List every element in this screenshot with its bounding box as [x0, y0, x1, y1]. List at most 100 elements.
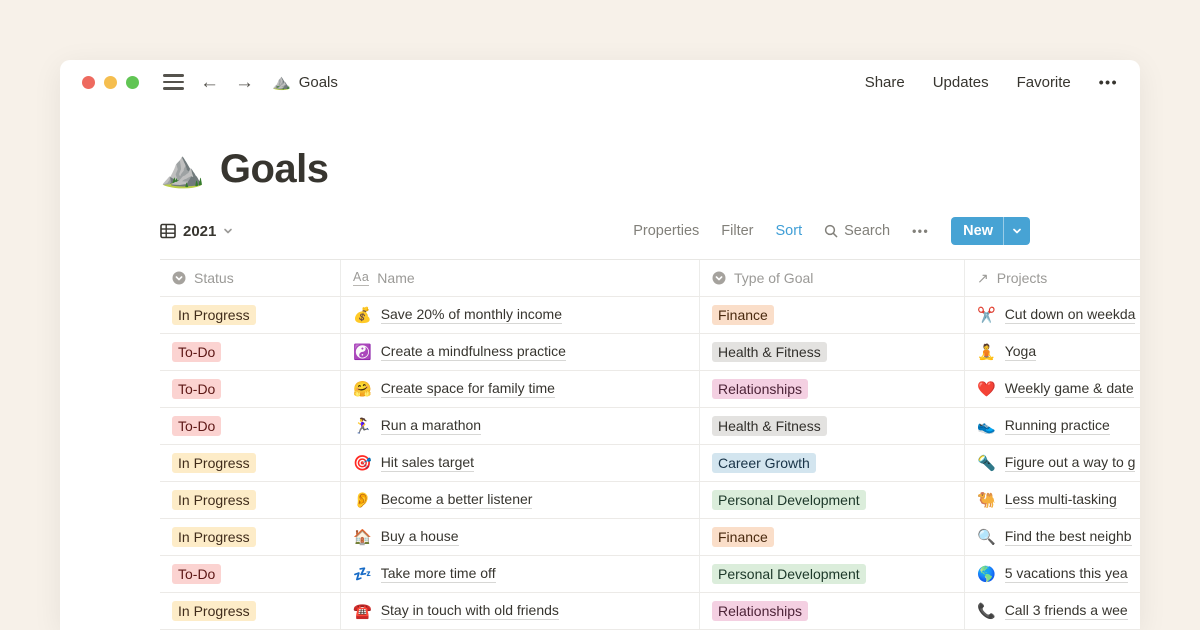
project-title[interactable]: Figure out a way to g: [1004, 454, 1136, 472]
breadcrumb-doc-icon: ⛰️: [272, 74, 291, 91]
status-cell[interactable]: To-Do: [160, 334, 341, 370]
status-cell[interactable]: In Progress: [160, 593, 341, 629]
goal-title[interactable]: Take more time off: [380, 565, 496, 583]
projects-cell[interactable]: 🔍 Find the best neighb: [965, 519, 1140, 555]
page-icon[interactable]: ⛰️: [160, 148, 205, 189]
projects-cell[interactable]: 🌎 5 vacations this yea: [965, 556, 1140, 592]
view-selector[interactable]: 2021: [160, 223, 233, 240]
name-cell[interactable]: 👂 Become a better listener: [341, 482, 700, 518]
breadcrumb[interactable]: Goals: [298, 73, 338, 91]
column-header-name[interactable]: Aa Name: [341, 260, 700, 296]
view-more-options-icon[interactable]: •••: [912, 224, 930, 238]
projects-cell[interactable]: 📞 Call 3 friends a wee: [965, 593, 1140, 629]
page-title: ⛰️ Goals: [160, 144, 1040, 194]
new-button[interactable]: New: [951, 217, 1030, 245]
project-emoji-icon: ✂️: [977, 306, 996, 324]
table-row: In Progress 👂 Become a better listener P…: [160, 482, 1140, 519]
status-cell[interactable]: In Progress: [160, 297, 341, 333]
project-title[interactable]: Weekly game & date: [1004, 380, 1134, 398]
project-title[interactable]: 5 vacations this yea: [1004, 565, 1128, 583]
type-of-goal-cell[interactable]: Career Growth: [700, 445, 965, 481]
project-title[interactable]: Yoga: [1004, 343, 1037, 361]
column-header-status[interactable]: Status: [160, 260, 341, 296]
project-title[interactable]: Running practice: [1004, 417, 1110, 435]
window-actions: Share Updates Favorite •••: [865, 74, 1118, 91]
type-of-goal-cell[interactable]: Relationships: [700, 593, 965, 629]
project-title[interactable]: Call 3 friends a wee: [1004, 602, 1128, 620]
name-cell[interactable]: ☎️ Stay in touch with old friends: [341, 593, 700, 629]
name-cell[interactable]: 🏃‍♀️ Run a marathon: [341, 408, 700, 444]
status-badge: In Progress: [172, 601, 256, 621]
type-of-goal-cell[interactable]: Health & Fitness: [700, 408, 965, 444]
goal-title[interactable]: Become a better listener: [380, 491, 533, 509]
table-row: To-Do 💤 Take more time off Personal Deve…: [160, 556, 1140, 593]
projects-cell[interactable]: 🔦 Figure out a way to g: [965, 445, 1140, 481]
goal-title[interactable]: Buy a house: [380, 528, 459, 546]
page-title-text[interactable]: Goals: [219, 146, 329, 191]
column-header-type-of-goal[interactable]: Type of Goal: [700, 260, 965, 296]
status-badge: To-Do: [172, 416, 222, 436]
minimize-window-button[interactable]: [104, 75, 117, 89]
share-button[interactable]: Share: [864, 73, 905, 91]
project-emoji-icon: 🔍: [977, 528, 996, 546]
goal-emoji-icon: ☯️: [353, 343, 372, 361]
goal-title[interactable]: Hit sales target: [380, 454, 475, 472]
status-cell[interactable]: In Progress: [160, 519, 341, 555]
table-row: In Progress 💰 Save 20% of monthly income…: [160, 297, 1140, 334]
select-property-icon: [712, 271, 726, 285]
updates-button[interactable]: Updates: [932, 73, 989, 91]
type-badge: Personal Development: [712, 564, 866, 584]
type-of-goal-cell[interactable]: Personal Development: [700, 482, 965, 518]
name-cell[interactable]: 💤 Take more time off: [341, 556, 700, 592]
type-of-goal-cell[interactable]: Personal Development: [700, 556, 965, 592]
window-header: ← → ⛰️ Goals Share Updates Favorite •••: [60, 60, 1140, 104]
name-cell[interactable]: 💰 Save 20% of monthly income: [341, 297, 700, 333]
column-label: Projects: [996, 270, 1048, 286]
status-cell[interactable]: To-Do: [160, 556, 341, 592]
filter-button[interactable]: Filter: [721, 223, 754, 239]
goal-title[interactable]: Save 20% of monthly income: [380, 306, 563, 324]
goal-emoji-icon: 💰: [353, 306, 372, 324]
sort-button[interactable]: Sort: [775, 223, 803, 239]
project-title[interactable]: Less multi-tasking: [1004, 491, 1117, 509]
type-of-goal-cell[interactable]: Finance: [700, 297, 965, 333]
search-button[interactable]: Search: [824, 223, 890, 239]
table-row: In Progress ☎️ Stay in touch with old fr…: [160, 593, 1140, 630]
type-of-goal-cell[interactable]: Finance: [700, 519, 965, 555]
projects-cell[interactable]: 🐫 Less multi-tasking: [965, 482, 1140, 518]
name-cell[interactable]: 🤗 Create space for family time: [341, 371, 700, 407]
status-cell[interactable]: To-Do: [160, 408, 341, 444]
more-options-icon[interactable]: •••: [1098, 74, 1118, 90]
goals-table: Status Aa Name Type of Goal ↗ Projects I…: [160, 259, 1140, 630]
sidebar-menu-icon[interactable]: [163, 74, 184, 90]
name-cell[interactable]: 🏠 Buy a house: [341, 519, 700, 555]
new-button-dropdown[interactable]: [1004, 217, 1030, 245]
zoom-window-button[interactable]: [126, 75, 139, 89]
forward-arrow-icon[interactable]: →: [235, 71, 254, 93]
name-cell[interactable]: 🎯 Hit sales target: [341, 445, 700, 481]
back-arrow-icon[interactable]: ←: [200, 71, 219, 93]
type-of-goal-cell[interactable]: Health & Fitness: [700, 334, 965, 370]
column-header-projects[interactable]: ↗ Projects: [965, 260, 1140, 296]
project-title[interactable]: Cut down on weekda: [1004, 306, 1136, 324]
status-cell[interactable]: To-Do: [160, 371, 341, 407]
status-cell[interactable]: In Progress: [160, 445, 341, 481]
goal-title[interactable]: Create space for family time: [380, 380, 555, 398]
name-cell[interactable]: ☯️ Create a mindfulness practice: [341, 334, 700, 370]
projects-cell[interactable]: ❤️ Weekly game & date: [965, 371, 1140, 407]
projects-cell[interactable]: 👟 Running practice: [965, 408, 1140, 444]
status-cell[interactable]: In Progress: [160, 482, 341, 518]
properties-button[interactable]: Properties: [633, 223, 700, 239]
projects-cell[interactable]: 🧘 Yoga: [965, 334, 1140, 370]
projects-cell[interactable]: ✂️ Cut down on weekda: [965, 297, 1140, 333]
project-title[interactable]: Find the best neighb: [1004, 528, 1132, 546]
goal-title[interactable]: Create a mindfulness practice: [380, 343, 566, 361]
goal-title[interactable]: Stay in touch with old friends: [380, 602, 559, 620]
type-of-goal-cell[interactable]: Relationships: [700, 371, 965, 407]
type-badge: Health & Fitness: [712, 416, 827, 436]
project-emoji-icon: 🔦: [977, 454, 996, 472]
favorite-button[interactable]: Favorite: [1016, 73, 1071, 91]
goal-title[interactable]: Run a marathon: [380, 417, 482, 435]
close-window-button[interactable]: [82, 75, 95, 89]
